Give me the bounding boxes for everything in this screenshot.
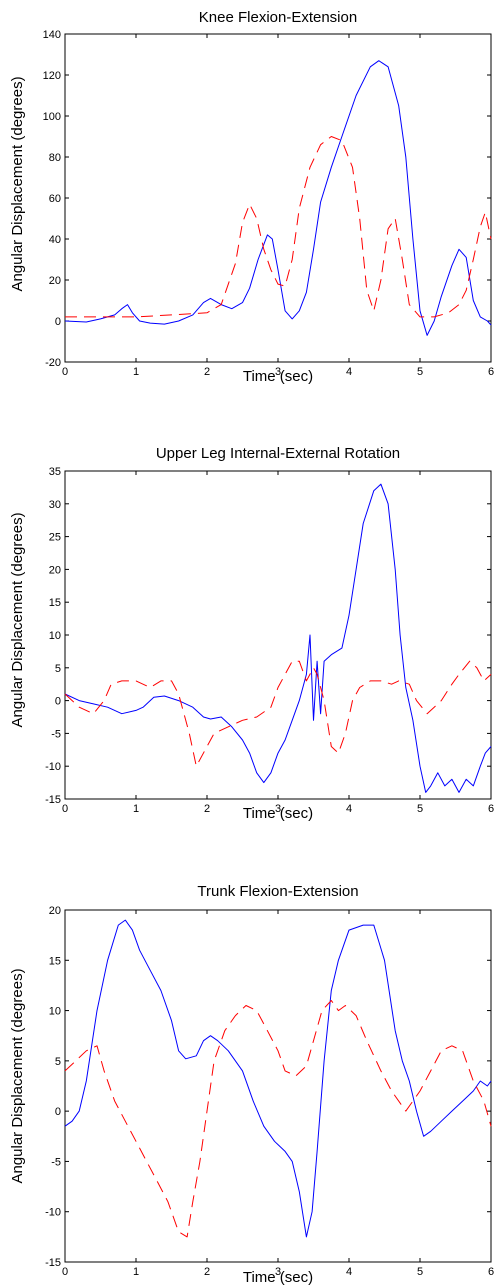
series-line-2 bbox=[64, 1000, 492, 1238]
y-tick-label: 20 bbox=[49, 905, 61, 917]
axis-ticks: 0 1 2 3 4 5 6 -15 -10 -5 0 5 10 15 20 bbox=[45, 905, 494, 1278]
x-tick-label: 2 bbox=[204, 366, 210, 378]
x-tick-label: 4 bbox=[346, 366, 352, 378]
y-axis-label: Angular Displacement (degrees) bbox=[9, 968, 26, 1183]
x-axis-label: Time (sec) bbox=[243, 368, 313, 385]
x-tick-label: 6 bbox=[488, 366, 494, 378]
x-tick-label: 0 bbox=[62, 1266, 68, 1278]
y-tick-label: 20 bbox=[49, 564, 61, 576]
chart-trunk-flexion-extension: Trunk Flexion-Extension Angular Displace… bbox=[9, 883, 494, 1286]
y-tick-label: 0 bbox=[55, 316, 61, 328]
chart-upper-leg-rotation: Upper Leg Internal-External Rotation Ang… bbox=[9, 445, 494, 822]
y-tick-label: 40 bbox=[49, 234, 61, 246]
x-tick-label: 4 bbox=[346, 1266, 352, 1278]
x-tick-label: 5 bbox=[417, 1266, 423, 1278]
y-tick-label: 35 bbox=[49, 466, 61, 478]
axis-ticks: 0 1 2 3 4 5 6 -15 -10 -5 0 5 10 15 20 25 30 35 bbox=[45, 466, 494, 815]
x-tick-label: 2 bbox=[204, 1266, 210, 1278]
y-axis-label: Angular Displacement (degrees) bbox=[9, 512, 26, 727]
y-tick-label: 120 bbox=[43, 70, 61, 82]
y-tick-label: 15 bbox=[49, 597, 61, 609]
y-tick-label: -10 bbox=[45, 761, 61, 773]
x-tick-label: 3 bbox=[275, 366, 281, 378]
y-tick-label: 0 bbox=[55, 696, 61, 708]
y-tick-label: 30 bbox=[49, 499, 61, 511]
y-tick-label: 0 bbox=[55, 1106, 61, 1118]
chart-knee-flexion-extension: Knee Flexion-Extension Angular Displacem… bbox=[9, 9, 494, 385]
y-tick-label: -10 bbox=[45, 1207, 61, 1219]
y-tick-label: 140 bbox=[43, 29, 61, 41]
series-layer bbox=[64, 60, 492, 336]
y-tick-label: 25 bbox=[49, 532, 61, 544]
y-tick-label: 10 bbox=[49, 1006, 61, 1018]
x-tick-label: 3 bbox=[275, 1266, 281, 1278]
y-tick-label: -20 bbox=[45, 357, 61, 369]
y-tick-label: 80 bbox=[49, 152, 61, 164]
series-layer bbox=[64, 919, 492, 1238]
y-tick-label: 60 bbox=[49, 193, 61, 205]
plot-area bbox=[64, 909, 492, 1263]
x-tick-label: 3 bbox=[275, 803, 281, 815]
chart-title: Knee Flexion-Extension bbox=[199, 9, 357, 26]
y-tick-label: 10 bbox=[49, 630, 61, 642]
y-axis-label: Angular Displacement (degrees) bbox=[9, 76, 26, 291]
x-tick-label: 1 bbox=[133, 1266, 139, 1278]
series-line-1 bbox=[64, 919, 492, 1238]
y-tick-label: 20 bbox=[49, 275, 61, 287]
y-tick-label: -15 bbox=[45, 1257, 61, 1269]
y-tick-label: -15 bbox=[45, 794, 61, 806]
x-tick-label: 4 bbox=[346, 803, 352, 815]
plot-area bbox=[64, 33, 492, 363]
x-tick-label: 1 bbox=[133, 366, 139, 378]
y-tick-label: 15 bbox=[49, 955, 61, 967]
x-tick-label: 6 bbox=[488, 1266, 494, 1278]
plot-area bbox=[64, 470, 492, 800]
y-tick-label: -5 bbox=[51, 728, 61, 740]
x-tick-label: 1 bbox=[133, 803, 139, 815]
series-line-1 bbox=[64, 483, 492, 793]
x-tick-label: 2 bbox=[204, 803, 210, 815]
x-tick-label: 6 bbox=[488, 803, 494, 815]
x-tick-label: 0 bbox=[62, 803, 68, 815]
series-line-2 bbox=[65, 136, 492, 318]
chart-title: Upper Leg Internal-External Rotation bbox=[156, 445, 400, 462]
series-line-2 bbox=[64, 660, 492, 767]
x-tick-label: 0 bbox=[62, 366, 68, 378]
y-tick-label: 5 bbox=[55, 1056, 61, 1068]
x-axis-label: Time (sec) bbox=[243, 805, 313, 822]
x-tick-label: 5 bbox=[417, 366, 423, 378]
x-axis-label: Time (sec) bbox=[243, 1269, 313, 1286]
y-tick-label: 100 bbox=[43, 111, 61, 123]
x-tick-label: 5 bbox=[417, 803, 423, 815]
series-layer bbox=[64, 483, 492, 793]
y-tick-label: 5 bbox=[55, 663, 61, 675]
y-tick-label: -5 bbox=[51, 1156, 61, 1168]
chart-title: Trunk Flexion-Extension bbox=[197, 883, 358, 900]
